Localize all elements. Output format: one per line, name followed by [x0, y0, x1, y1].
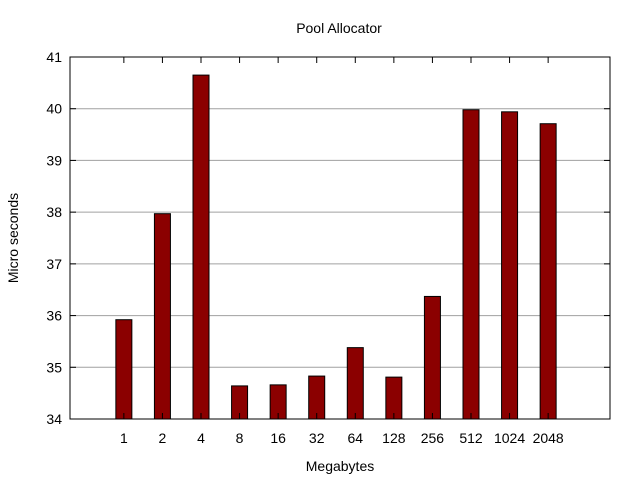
x-tick-label: 1 — [120, 430, 128, 446]
bar — [501, 111, 519, 420]
y-tick-label: 34 — [46, 411, 62, 427]
x-tick-label: 128 — [382, 430, 406, 446]
y-tick-label: 35 — [46, 359, 62, 375]
x-tick-label: 8 — [236, 430, 244, 446]
y-tick-label: 40 — [46, 101, 62, 117]
x-tick-label: 64 — [347, 430, 363, 446]
y-tick-label: 41 — [46, 49, 62, 65]
x-tick-label: 512 — [459, 430, 483, 446]
y-tick-label: 39 — [46, 152, 62, 168]
bar — [308, 375, 326, 420]
x-tick-label: 16 — [270, 430, 286, 446]
bar — [539, 123, 557, 420]
y-tick-label: 36 — [46, 308, 62, 324]
bar — [153, 213, 171, 420]
x-tick-label: 2048 — [533, 430, 564, 446]
x-tick-label: 32 — [309, 430, 325, 446]
bar — [462, 109, 480, 420]
y-tick-label: 37 — [46, 256, 62, 272]
plot-frame — [69, 56, 611, 420]
x-tick-label: 1024 — [494, 430, 525, 446]
bar — [385, 376, 403, 420]
gridlines — [70, 108, 610, 368]
bar — [192, 74, 210, 420]
x-tick-label: 256 — [421, 430, 445, 446]
y-tick-label: 38 — [46, 204, 62, 220]
y-axis-label: Micro seconds — [5, 193, 21, 283]
x-axis-ticks: 1 2 4 8 16 32 64 128 256 512 1024 2048 — [120, 57, 564, 446]
x-axis-label: Megabytes — [306, 458, 374, 474]
chart-title: Pool Allocator — [296, 20, 382, 36]
bar — [346, 347, 364, 420]
bar — [115, 319, 133, 420]
x-tick-label: 2 — [159, 430, 167, 446]
bar — [423, 295, 441, 420]
y-axis-ticks: 34 35 36 37 38 39 40 41 — [46, 49, 610, 427]
x-tick-label: 4 — [197, 430, 205, 446]
